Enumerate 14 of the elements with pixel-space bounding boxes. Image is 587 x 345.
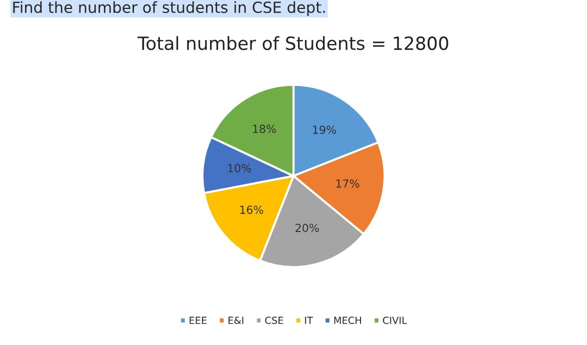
data-label: 16% [240, 206, 264, 214]
legend-label: EEE [190, 316, 207, 324]
data-label: 20% [296, 224, 319, 232]
data-label: 18% [253, 124, 276, 134]
legend-label: MECH [334, 316, 362, 324]
legend-label: CSE [265, 316, 284, 324]
text: Find the number of students in CSE dept. [13, 1, 325, 16]
legend-label: IT [305, 316, 313, 324]
data-label: 19% [313, 126, 336, 134]
legend-label: E&I [228, 316, 244, 324]
legend-label: CIVIL [382, 316, 407, 324]
data-label: 17% [336, 179, 360, 188]
chart-title: Total number of Students = 12800 [138, 36, 448, 50]
data-label: 10% [228, 164, 252, 172]
